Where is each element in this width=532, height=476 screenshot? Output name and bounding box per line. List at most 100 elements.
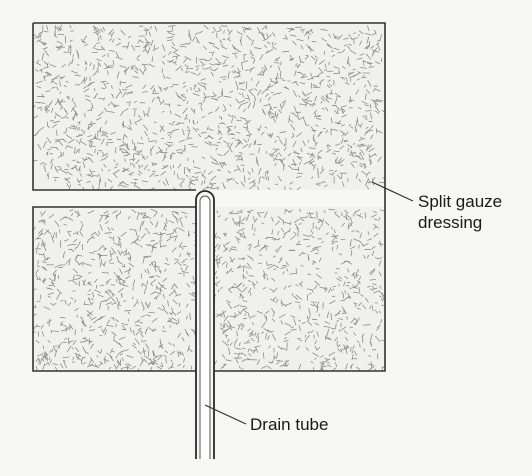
gauze-fiber <box>82 279 86 286</box>
gauze-fiber <box>378 271 382 277</box>
gauze-fiber <box>134 242 140 246</box>
gauze-fiber <box>295 111 302 113</box>
gauze-fiber <box>189 179 197 182</box>
gauze-fiber <box>345 363 348 370</box>
gauze-fiber <box>349 222 353 227</box>
gauze-fiber <box>366 144 369 152</box>
gauze-fiber <box>90 364 98 368</box>
gauze-fiber <box>242 266 245 273</box>
gauze-fiber <box>320 100 323 104</box>
gauze-fiber <box>335 323 337 329</box>
gauze-fiber <box>280 320 283 325</box>
gauze-fiber <box>168 290 175 297</box>
gauze-fiber <box>354 125 357 133</box>
gauze-fiber <box>285 302 292 306</box>
gauze-fiber <box>240 36 242 42</box>
gauze-fiber <box>82 161 86 168</box>
gauze-fiber <box>219 76 227 78</box>
gauze-fiber <box>124 108 129 112</box>
gauze-fiber <box>175 123 180 126</box>
gauze-fiber <box>279 131 287 134</box>
gauze-fiber <box>260 131 265 136</box>
gauze-fiber <box>293 168 300 171</box>
gauze-fiber <box>271 216 274 222</box>
gauze-fiber <box>109 355 114 362</box>
gauze-fiber <box>104 120 108 125</box>
gauze-fiber <box>375 335 381 343</box>
gauze-fiber <box>300 73 306 79</box>
gauze-fiber <box>216 210 219 214</box>
gauze-fiber <box>96 48 104 51</box>
gauze-fiber <box>165 165 169 167</box>
gauze-fiber <box>54 114 57 119</box>
gauze-fiber <box>316 346 321 351</box>
gauze-fiber <box>94 363 100 369</box>
gauze-fiber <box>328 33 332 38</box>
gauze-fiber <box>195 128 200 130</box>
gauze-fiber <box>341 124 345 127</box>
gauze-fiber <box>93 250 98 253</box>
gauze-fiber <box>153 355 159 360</box>
gauze-fiber <box>57 275 60 280</box>
gauze-fiber <box>281 227 284 233</box>
gauze-fiber <box>76 63 80 66</box>
gauze-fiber <box>177 350 179 358</box>
gauze-fiber <box>320 355 324 358</box>
gauze-fiber <box>114 104 117 107</box>
gauze-fiber <box>289 58 295 60</box>
gauze-fiber <box>143 64 147 71</box>
gauze-fiber <box>256 212 261 218</box>
gauze-fiber <box>282 232 287 239</box>
gauze-fiber <box>193 166 201 169</box>
gauze-fiber <box>351 350 354 354</box>
gauze-fiber <box>97 61 102 67</box>
gauze-fiber <box>141 356 144 363</box>
gauze-fiber <box>203 96 211 99</box>
gauze-fiber <box>46 71 52 76</box>
gauze-fiber <box>55 139 59 141</box>
gauze-fiber <box>331 246 334 252</box>
gauze-fiber <box>152 350 156 357</box>
gauze-fiber <box>376 324 381 329</box>
gauze-fiber <box>228 289 233 293</box>
gauze-fiber <box>252 216 256 222</box>
gauze-fiber <box>169 312 173 316</box>
gauze-fiber <box>57 342 62 350</box>
gauze-fiber <box>334 170 338 173</box>
gauze-fiber <box>220 44 224 46</box>
gauze-fiber <box>222 64 229 67</box>
gauze-fiber <box>159 101 165 105</box>
gauze-fiber <box>233 340 236 347</box>
gauze-fiber <box>140 332 144 338</box>
gauze-fiber <box>138 115 141 118</box>
gauze-fiber <box>160 236 162 242</box>
gauze-fiber <box>222 38 226 41</box>
gauze-fiber <box>181 67 183 72</box>
gauze-fiber <box>152 358 158 362</box>
gauze-fiber <box>92 291 94 298</box>
gauze-fiber <box>289 181 294 185</box>
gauze-fiber <box>374 309 379 314</box>
gauze-fiber <box>279 256 283 261</box>
gauze-fiber <box>236 338 238 342</box>
gauze-fiber <box>153 295 160 300</box>
gauze-fiber <box>203 85 207 90</box>
gauze-fiber <box>131 209 137 214</box>
gauze-fiber <box>237 154 242 160</box>
gauze-fiber <box>353 142 356 146</box>
gauze-fiber <box>261 366 267 369</box>
gauze-fiber <box>80 316 83 319</box>
gauze-fiber <box>60 75 66 80</box>
gauze-fiber <box>214 98 218 101</box>
gauze-fiber <box>62 251 65 259</box>
gauze-fiber <box>122 141 128 146</box>
gauze-fiber <box>177 262 182 267</box>
gauze-fiber <box>83 84 90 89</box>
gauze-fiber <box>264 44 268 49</box>
gauze-fiber <box>366 285 371 288</box>
gauze-fiber <box>148 360 154 366</box>
gauze-fiber <box>136 150 139 154</box>
gauze-fiber <box>189 87 193 91</box>
gauze-fiber <box>310 330 314 333</box>
gauze-fiber <box>296 71 302 74</box>
